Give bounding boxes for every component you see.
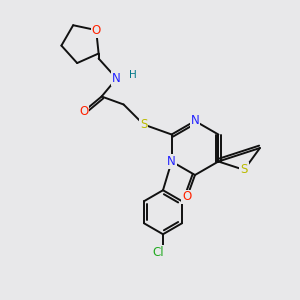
Text: O: O: [79, 105, 88, 118]
Text: N: N: [167, 155, 176, 168]
Text: N: N: [112, 72, 121, 85]
Text: H: H: [129, 70, 136, 80]
Text: N: N: [190, 115, 200, 128]
Text: S: S: [240, 163, 248, 176]
Text: O: O: [182, 190, 192, 203]
Text: O: O: [92, 24, 101, 37]
Text: S: S: [140, 118, 147, 131]
Text: Cl: Cl: [152, 246, 164, 259]
